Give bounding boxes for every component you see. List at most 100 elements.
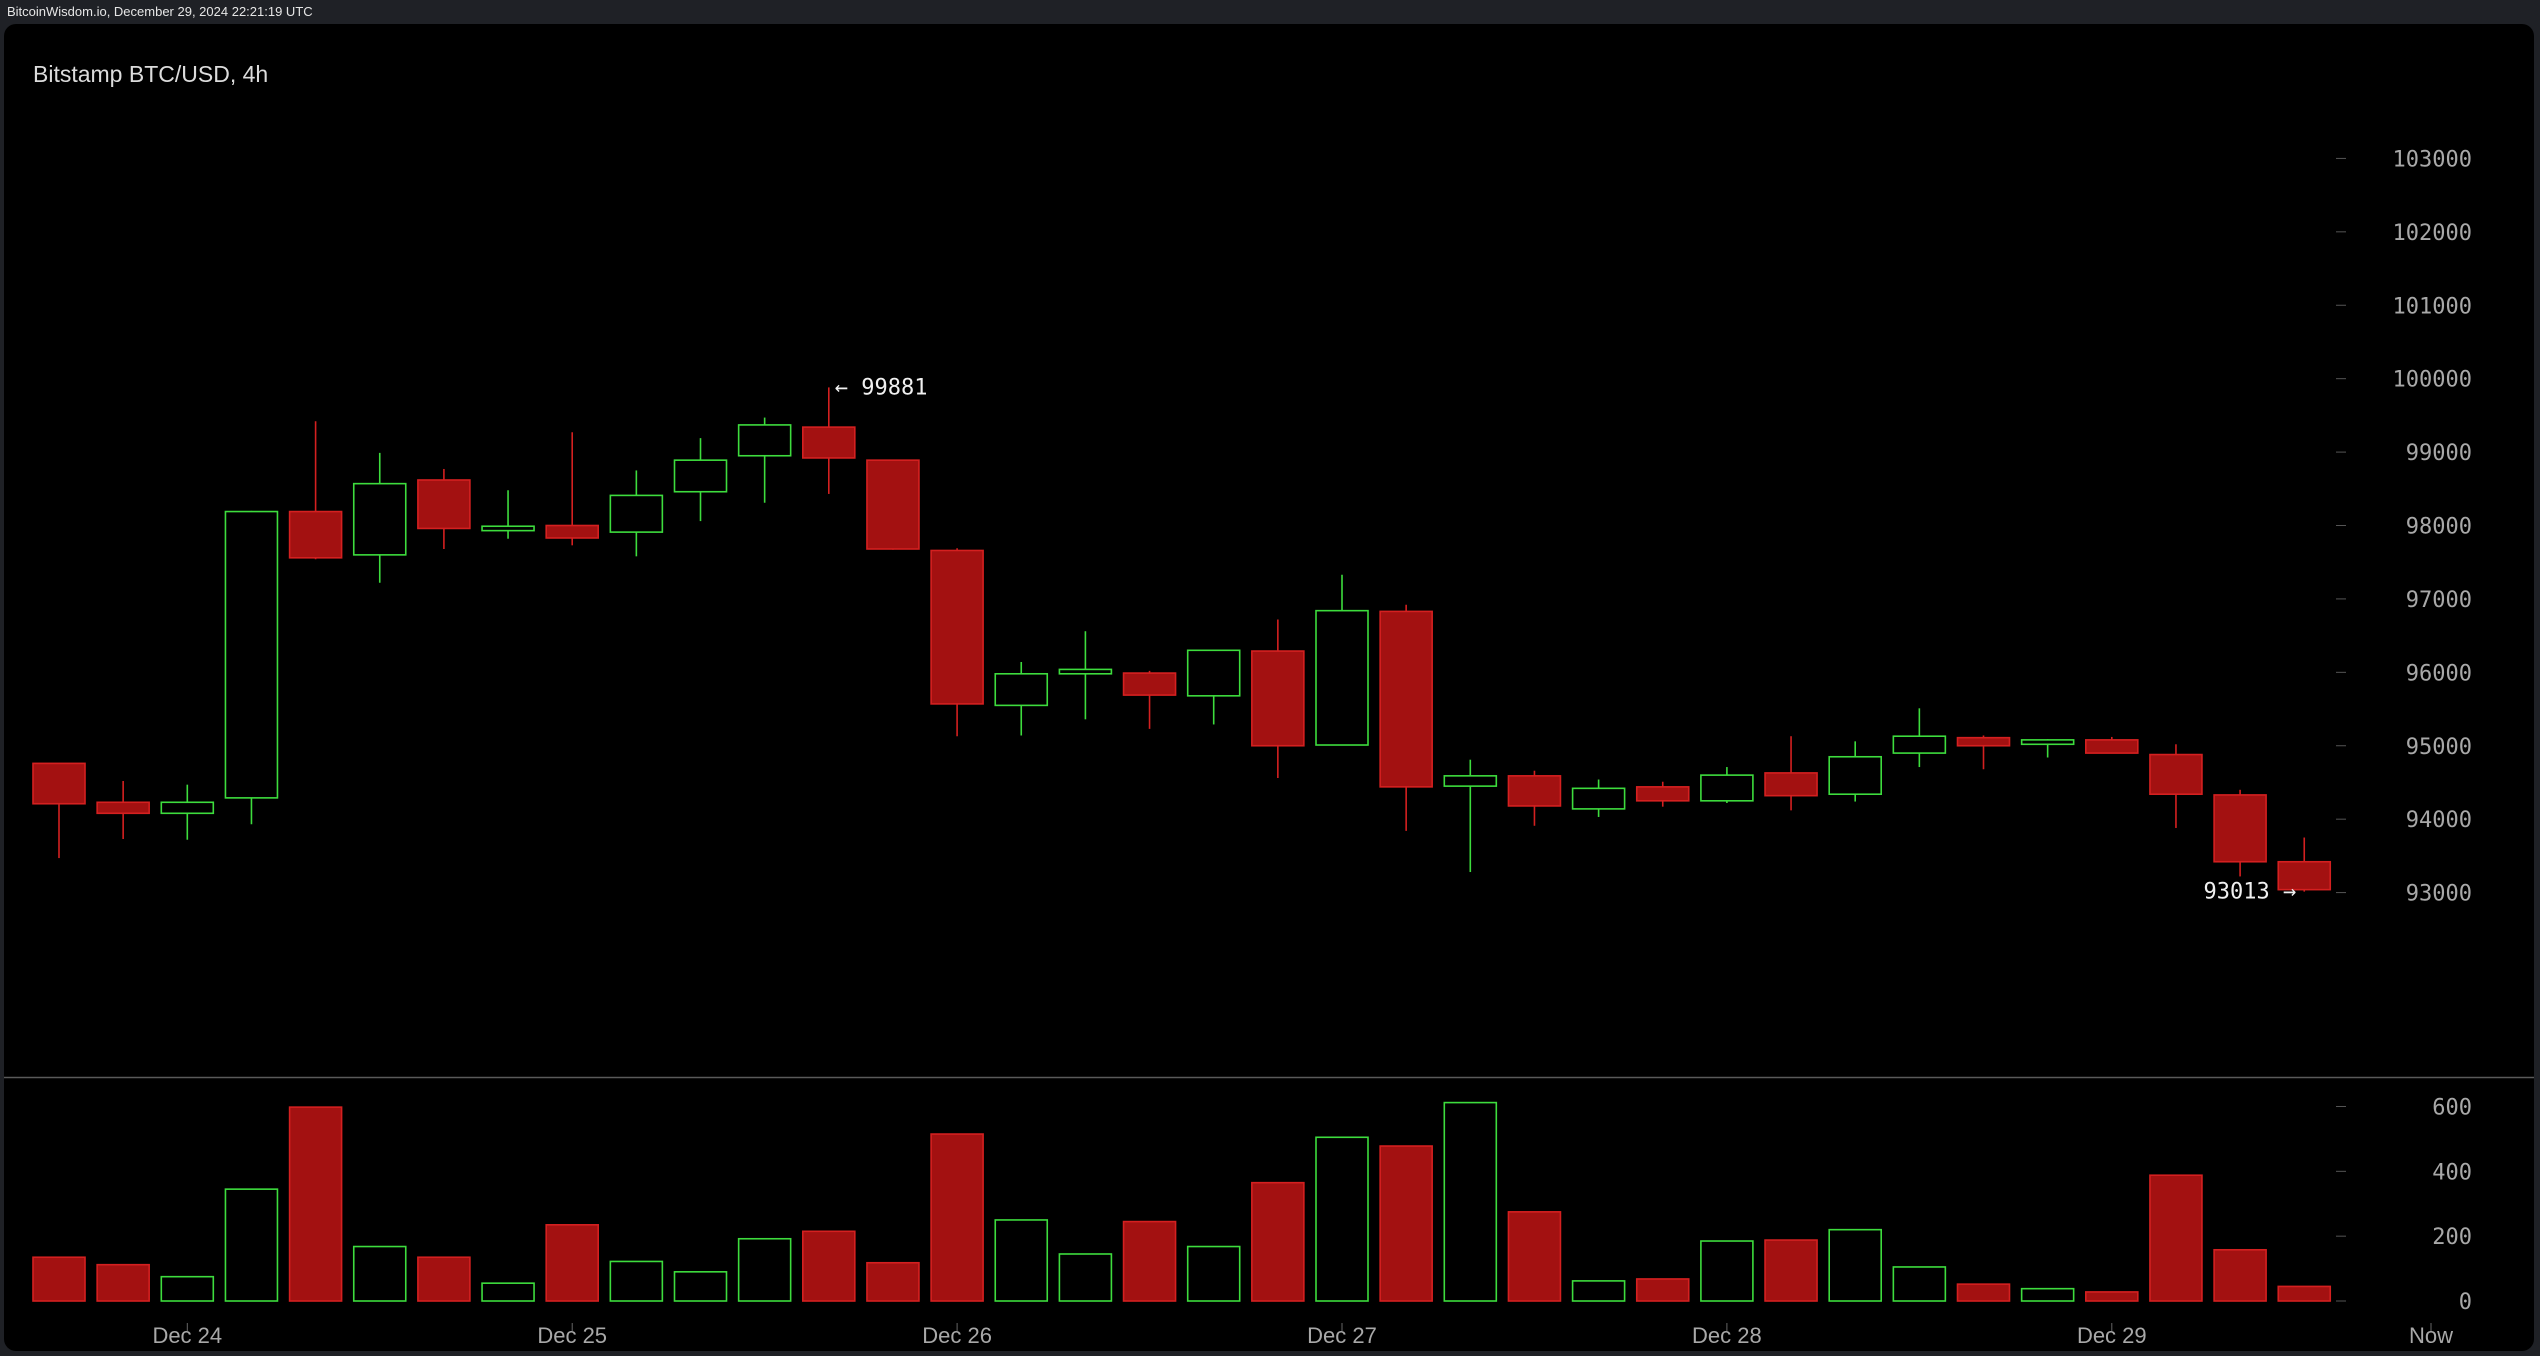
volume-bar-down xyxy=(96,1263,150,1302)
volume-bar-down xyxy=(2213,1248,2267,1302)
volume-bar-up xyxy=(1700,1240,1754,1302)
candle-up xyxy=(1700,774,1754,802)
candle-down xyxy=(1251,650,1305,747)
candle-up xyxy=(1186,649,1241,697)
volume-bar-up xyxy=(1443,1101,1498,1302)
volume-bar-down xyxy=(1379,1145,1433,1302)
volume-tick-label: 200 xyxy=(2432,1225,2472,1250)
candle-up xyxy=(481,525,535,532)
price-tick-label: 102000 xyxy=(2393,221,2472,246)
price-tick-label: 103000 xyxy=(2393,147,2472,172)
volume-bar-up xyxy=(994,1219,1049,1302)
candle-down xyxy=(1956,736,2011,747)
volume-bar-up xyxy=(1186,1245,1241,1302)
volume-bar-down xyxy=(801,1230,856,1302)
price-tick-label: 96000 xyxy=(2406,661,2472,686)
candle-down xyxy=(930,549,984,705)
price-tick-label: 99000 xyxy=(2406,441,2472,466)
candle-down xyxy=(96,801,150,815)
candle-down xyxy=(417,479,471,530)
candle-up xyxy=(609,494,664,533)
candle-down xyxy=(2085,739,2139,754)
volume-bar-up xyxy=(673,1271,728,1302)
volume-bar-up xyxy=(609,1260,664,1302)
candle-down xyxy=(2149,753,2203,796)
x-tick-label: Dec 27 xyxy=(1307,1323,1377,1348)
price-tick-label: 94000 xyxy=(2406,808,2472,833)
chart-panel: Bitstamp BTC/USD, 4h 93000 94000 95000 9600… xyxy=(4,24,2534,1351)
volume-bar-down xyxy=(288,1106,343,1302)
candle-up xyxy=(2020,739,2075,746)
volume-bar-down xyxy=(1122,1220,1177,1302)
volume-bar-up xyxy=(160,1275,215,1302)
candle-down xyxy=(2277,860,2332,891)
x-tick-label: Dec 26 xyxy=(922,1323,992,1348)
price-annotation: 93013 → xyxy=(2204,880,2297,905)
volume-bar-down xyxy=(1764,1239,1818,1302)
volume-bar-up xyxy=(2020,1287,2075,1302)
candle-up xyxy=(1058,668,1113,675)
candle-up xyxy=(1315,609,1369,746)
volume-tick-label: 400 xyxy=(2432,1160,2472,1185)
source-timestamp: BitcoinWisdom.io, December 29, 2024 22:2… xyxy=(7,4,313,19)
volume-bar-down xyxy=(930,1133,984,1302)
candle-down xyxy=(2213,794,2267,863)
price-tick-label: 101000 xyxy=(2393,294,2472,319)
price-tick-label: 100000 xyxy=(2393,368,2472,393)
volume-bar-down xyxy=(1507,1211,1562,1302)
candle-down xyxy=(545,524,600,539)
x-tick-label: Dec 25 xyxy=(537,1323,607,1348)
x-tick-label: Now xyxy=(2409,1323,2453,1348)
x-tick-label: Dec 28 xyxy=(1692,1323,1762,1348)
candle-down xyxy=(1507,775,1562,807)
candle-down xyxy=(1122,672,1177,696)
candle-up xyxy=(1443,775,1498,787)
candle-up xyxy=(1892,735,1947,754)
volume-bar-down xyxy=(1956,1283,2011,1302)
volume-bar-down xyxy=(2085,1291,2139,1302)
volume-bar-down xyxy=(1635,1278,1690,1302)
volume-bar-down xyxy=(1251,1181,1305,1302)
volume-bar-up xyxy=(1571,1280,1626,1302)
price-tick-label: 95000 xyxy=(2406,735,2472,760)
price-tick-label: 98000 xyxy=(2406,515,2472,540)
volume-bar-up xyxy=(737,1237,792,1302)
candle-down xyxy=(32,762,86,805)
volume-bar-up xyxy=(224,1188,279,1302)
volume-tick-label: 600 xyxy=(2432,1095,2472,1120)
candle-down xyxy=(1379,610,1433,788)
candle-up xyxy=(1828,755,1882,796)
top-bar: BitcoinWisdom.io, December 29, 2024 22:2… xyxy=(0,0,2540,24)
price-annotation: ← 99881 xyxy=(835,375,928,400)
candle-down xyxy=(288,510,343,559)
volume-bar-up xyxy=(1315,1136,1369,1302)
volume-bar-up xyxy=(481,1282,535,1302)
price-tick-label: 93000 xyxy=(2406,882,2472,907)
volume-bar-down xyxy=(32,1256,86,1302)
candle-up xyxy=(160,801,215,815)
x-tick-label: Dec 24 xyxy=(152,1323,222,1348)
volume-bar-down xyxy=(2149,1174,2203,1302)
candlestick-chart[interactable]: 93000 94000 95000 96000 97000 98000 99000 10000… xyxy=(4,24,2534,1351)
volume-bar-down xyxy=(2277,1285,2332,1302)
candle-down xyxy=(1635,786,1690,802)
candle-down xyxy=(866,459,920,550)
price-tick-label: 97000 xyxy=(2406,588,2472,613)
candle-up xyxy=(224,510,279,799)
chart-title: Bitstamp BTC/USD, 4h xyxy=(33,61,269,87)
candle-up xyxy=(673,459,728,493)
volume-bar-down xyxy=(866,1261,920,1302)
candle-up xyxy=(1571,787,1626,810)
volume-bar-up xyxy=(1828,1228,1882,1302)
candle-down xyxy=(801,426,856,459)
volume-bar-down xyxy=(417,1256,471,1302)
candle-up xyxy=(352,482,407,556)
candle-down xyxy=(1764,772,1818,797)
candle-up xyxy=(994,673,1049,707)
volume-bar-up xyxy=(352,1245,407,1302)
volume-bar-down xyxy=(545,1224,600,1302)
volume-tick-label: 0 xyxy=(2459,1290,2472,1315)
volume-bar-up xyxy=(1892,1266,1947,1302)
x-tick-label: Dec 29 xyxy=(2077,1323,2147,1348)
volume-bar-up xyxy=(1058,1253,1113,1302)
